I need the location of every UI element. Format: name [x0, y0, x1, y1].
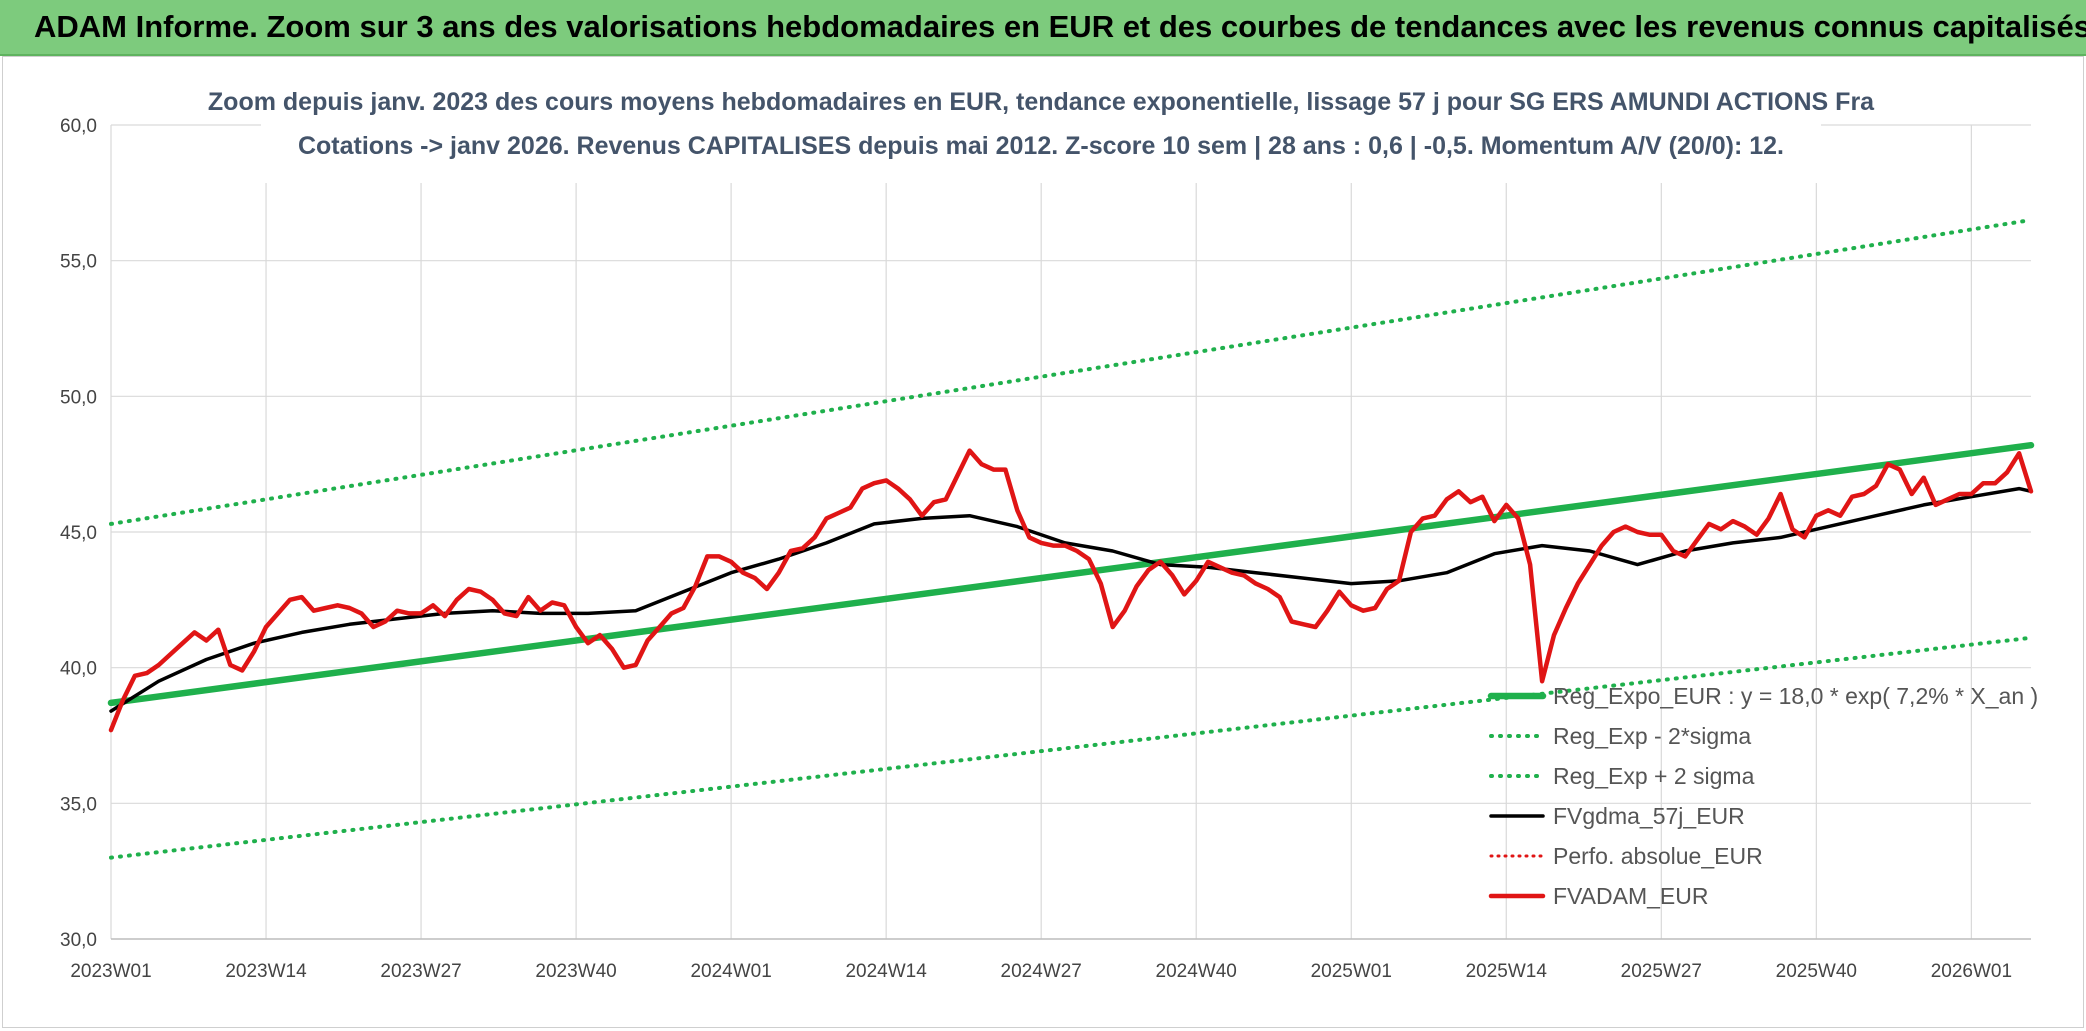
y-tick-label: 60,0: [60, 116, 97, 137]
series-line-3: [109, 486, 2033, 713]
subtitle-background: [261, 79, 1821, 183]
x-tick-label: 2023W01: [70, 961, 151, 982]
series-line-0: [107, 441, 2035, 707]
legend-label-4: Perfo. absolue_EUR: [1553, 843, 1763, 869]
legend-label-2: Reg_Exp + 2 sigma: [1553, 763, 1755, 789]
y-tick-label: 55,0: [60, 252, 97, 273]
grid: [110, 124, 2031, 940]
title-bar: ADAM Informe. Zoom sur 3 ans des valoris…: [0, 0, 2086, 56]
x-tick-label: 2023W27: [380, 961, 461, 982]
axes: 30,0 35,0 40,0 45,0 50,0 55,0 60,0 2023W01 2023W…: [60, 116, 2031, 982]
x-tick-label: 2025W01: [1311, 961, 1392, 982]
x-tick-label: 2023W40: [535, 961, 616, 982]
x-tick-label: 2025W27: [1621, 961, 1702, 982]
legend-label-5: FVADAM_EUR: [1553, 883, 1709, 909]
chart-frame: 30,0 35,0 40,0 45,0 50,0 55,0 60,0 2023W01 2023W…: [2, 56, 2084, 1028]
legend-label-3: FVgdma_57j_EUR: [1553, 803, 1745, 829]
y-tick-label: 50,0: [60, 387, 97, 408]
chart-subtitle-line-2: Cotations -> janv 2026. Revenus CAPITALI…: [298, 132, 1784, 160]
x-tick-label: 2025W40: [1776, 961, 1857, 982]
y-tick-label: 30,0: [60, 930, 97, 951]
series-line-1: [109, 635, 2033, 860]
x-tick-label: 2024W14: [845, 961, 927, 982]
y-tick-label: 35,0: [60, 794, 97, 815]
series-line-5: [108, 448, 2034, 733]
legend-label-1: Reg_Exp - 2*sigma: [1553, 723, 1751, 749]
chart-subtitle-line-1: Zoom depuis janv. 2023 des cours moyens …: [208, 88, 1875, 116]
chart: 30,0 35,0 40,0 45,0 50,0 55,0 60,0 2023W01 2023W…: [60, 79, 2038, 982]
legend: Reg_Expo_EUR : y = 18,0 * exp( 7,2% * X_…: [1487, 683, 2038, 909]
y-tick-label: 45,0: [60, 523, 97, 544]
x-tick-label: 2024W27: [1001, 961, 1082, 982]
series-line-2: [109, 218, 2033, 526]
x-tick-label: 2024W40: [1156, 961, 1237, 982]
series: [107, 218, 2035, 860]
x-tick-label: 2025W14: [1466, 961, 1548, 982]
page-title: ADAM Informe. Zoom sur 3 ans des valoris…: [34, 9, 2086, 44]
x-tick-label: 2024W01: [690, 961, 771, 982]
legend-label-0: Reg_Expo_EUR : y = 18,0 * exp( 7,2% * X_…: [1553, 683, 2038, 709]
x-tick-label: 2023W14: [225, 961, 307, 982]
x-tick-label: 2026W01: [1931, 961, 2012, 982]
y-tick-label: 40,0: [60, 659, 97, 680]
